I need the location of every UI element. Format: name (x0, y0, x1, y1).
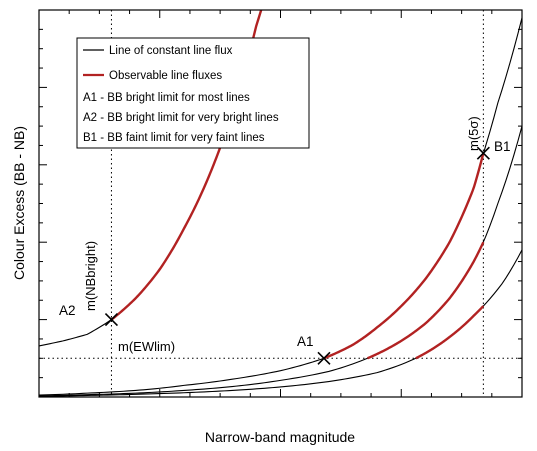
marker-label-a2: A2 (59, 303, 76, 318)
ref-label-5sigma: m(5σ) (466, 116, 481, 151)
x-axis-label: Narrow-band magnitude (205, 429, 355, 445)
marker-label-b1: B1 (494, 139, 511, 154)
marker-b1 (476, 146, 490, 160)
legend: Line of constant line flux Observable li… (76, 37, 310, 149)
observable-segment-3 (415, 305, 485, 360)
legend-label-observable: Observable line fluxes (109, 70, 222, 82)
legend-label-b1: B1 - BB faint limit for very faint lines (83, 132, 265, 144)
markers (104, 146, 490, 365)
constant-flux-line-2 (39, 125, 522, 397)
y-axis-label: Colour Excess (BB - NB) (11, 126, 27, 280)
observable-segment-1 (323, 152, 485, 360)
marker-a1 (317, 351, 331, 365)
legend-box (76, 37, 310, 149)
ref-label-ewlim: m(EWlim) (118, 339, 175, 354)
legend-label-constant-flux: Line of constant line flux (109, 45, 233, 57)
legend-label-a1: A1 - BB bright limit for most lines (83, 92, 250, 104)
axis-ticks (39, 10, 522, 397)
legend-label-a2: A2 - BB bright limit for very bright lin… (83, 112, 279, 124)
marker-label-a1: A1 (297, 334, 314, 349)
marker-a2 (104, 313, 119, 327)
observable-segment-2 (366, 241, 485, 360)
ref-label-nbbright: m(NBbright) (83, 241, 98, 311)
